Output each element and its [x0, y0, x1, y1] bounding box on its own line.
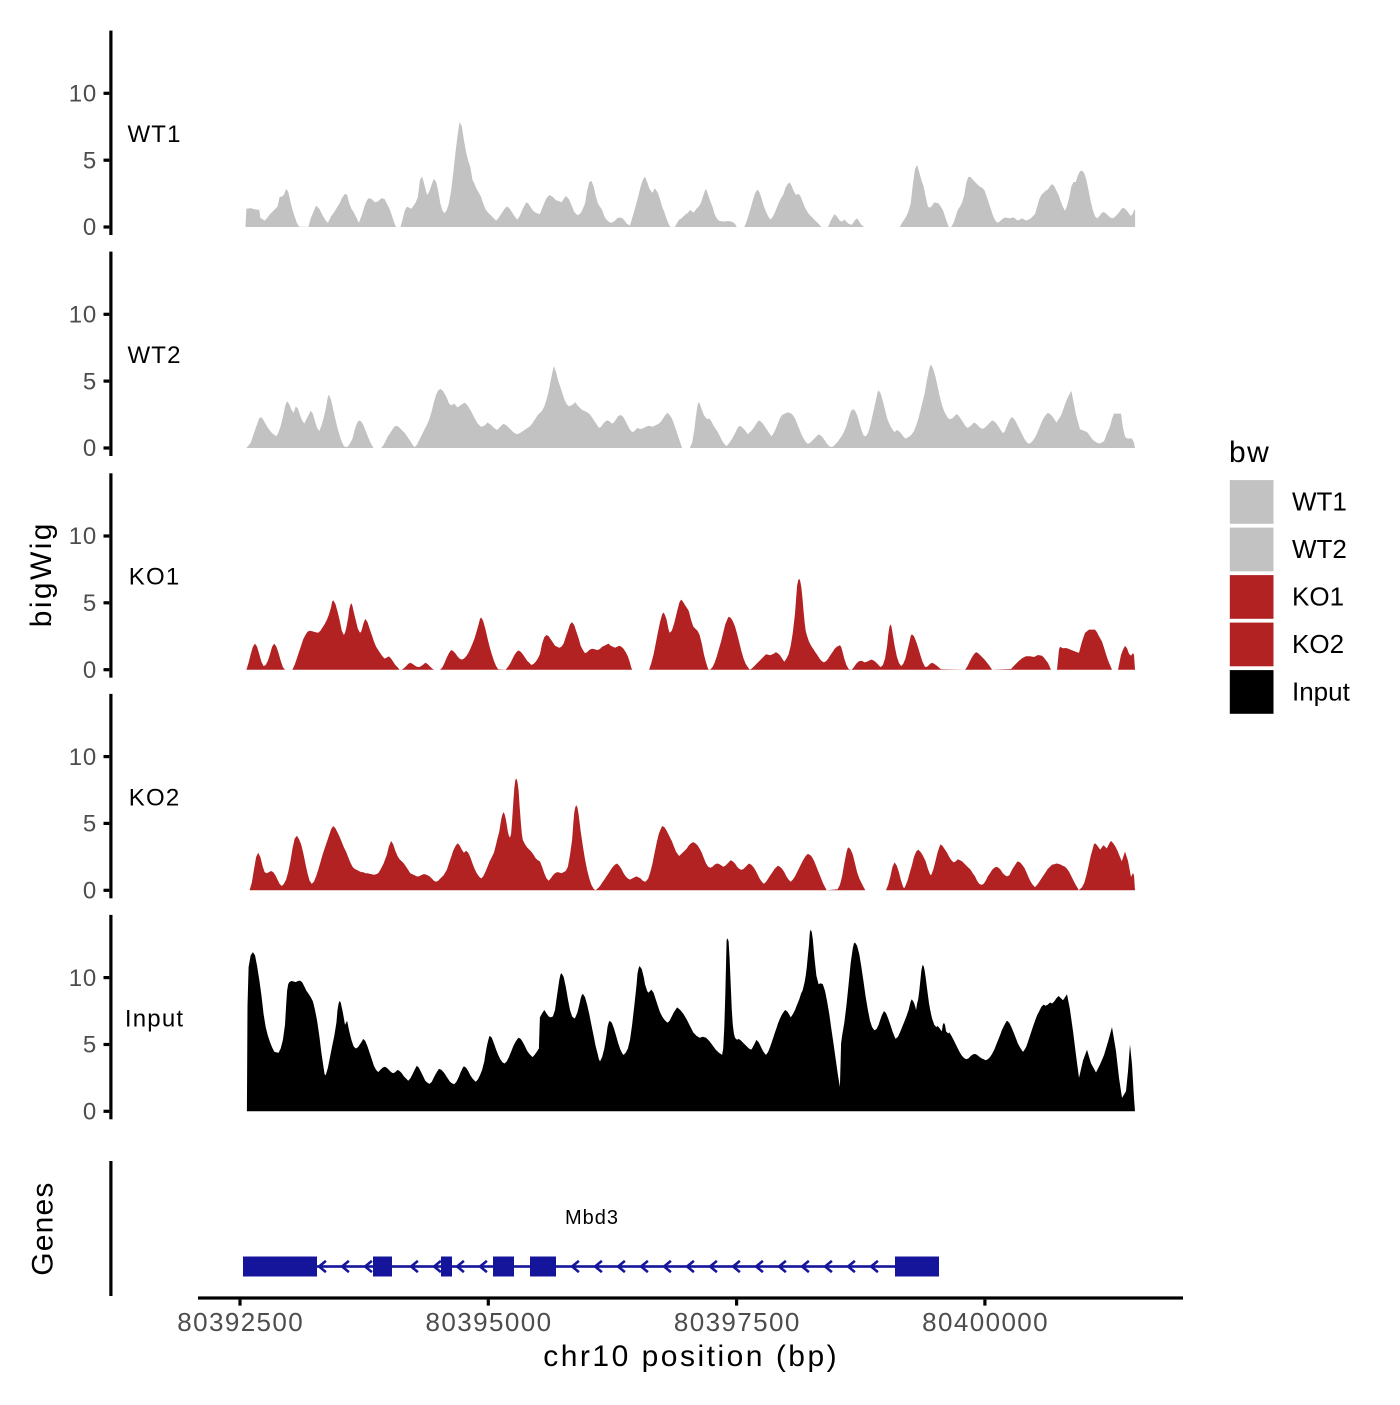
- svg-text:WT2: WT2: [1292, 534, 1347, 564]
- svg-text:0: 0: [83, 1099, 97, 1126]
- svg-text:10: 10: [69, 523, 97, 550]
- svg-text:0: 0: [83, 214, 97, 241]
- svg-text:10: 10: [69, 302, 97, 329]
- svg-text:5: 5: [83, 811, 97, 838]
- svg-text:5: 5: [83, 1032, 97, 1059]
- svg-text:Mbd3: Mbd3: [565, 1207, 619, 1229]
- svg-text:KO2: KO2: [129, 784, 181, 811]
- svg-text:80392500: 80392500: [177, 1307, 304, 1337]
- svg-text:Input: Input: [1292, 676, 1351, 706]
- svg-text:0: 0: [83, 435, 97, 462]
- svg-text:5: 5: [83, 368, 97, 395]
- svg-text:0: 0: [83, 878, 97, 905]
- svg-text:5: 5: [83, 147, 97, 174]
- svg-text:bw: bw: [1229, 436, 1270, 469]
- svg-text:WT2: WT2: [127, 342, 181, 369]
- svg-text:KO1: KO1: [1292, 581, 1344, 611]
- svg-text:Genes: Genes: [27, 1181, 60, 1275]
- svg-text:0: 0: [83, 657, 97, 684]
- svg-text:10: 10: [69, 965, 97, 992]
- svg-text:KO1: KO1: [129, 564, 181, 591]
- svg-text:10: 10: [69, 744, 97, 771]
- svg-text:Input: Input: [125, 1005, 184, 1032]
- svg-text:80397500: 80397500: [674, 1307, 801, 1337]
- svg-text:chr10 position (bp): chr10 position (bp): [543, 1340, 839, 1373]
- svg-text:10: 10: [69, 81, 97, 108]
- svg-text:5: 5: [83, 590, 97, 617]
- svg-text:WT1: WT1: [1292, 486, 1347, 516]
- svg-text:KO2: KO2: [1292, 629, 1344, 659]
- svg-text:WT1: WT1: [127, 121, 181, 148]
- svg-text:bigWig: bigWig: [25, 521, 58, 627]
- svg-text:80395000: 80395000: [426, 1307, 553, 1337]
- svg-text:80400000: 80400000: [922, 1307, 1049, 1337]
